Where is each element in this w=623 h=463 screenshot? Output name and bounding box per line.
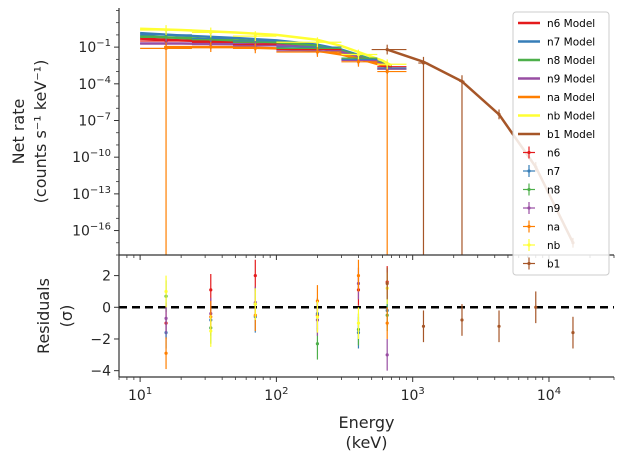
data-point-b1 — [385, 47, 389, 52]
data-point-b1 — [497, 112, 501, 116]
legend-label: nb — [547, 240, 561, 252]
legend-label: na Model — [547, 92, 595, 104]
residual-point-n9 — [164, 316, 168, 320]
x-tick-label: 101 — [128, 386, 152, 404]
legend-label: nb Model — [547, 111, 595, 123]
residual-point-n6 — [209, 288, 213, 292]
legend-label: n7 Model — [547, 37, 595, 49]
legend-box — [512, 11, 610, 276]
data-point-nb — [209, 30, 213, 35]
top-y-axis-label: Net rate — [9, 99, 28, 165]
residual-point-nb — [209, 329, 213, 333]
data-point-nb — [356, 52, 361, 57]
data-point-nb — [385, 62, 389, 66]
residual-point-nb — [164, 289, 168, 294]
legend: n6 Model n7 Model n8 Model n9 Model na Model… — [512, 11, 610, 276]
bottom-y-tick-label: −2 — [90, 332, 111, 348]
top-y-tick-label: 10−16 — [72, 222, 111, 240]
data-point-na — [356, 60, 361, 64]
legend-label: n8 — [547, 185, 560, 197]
bottom-y-tick-label: 0 — [102, 300, 111, 316]
top-y-tick-label: 10−1 — [78, 38, 111, 56]
legend-label: n6 Model — [547, 18, 595, 30]
residual-point-nb — [253, 302, 257, 306]
top-y-tick-label: 10−4 — [78, 75, 111, 93]
legend-swatch-dot — [527, 224, 531, 229]
residual-point-b1 — [460, 318, 464, 322]
bottom-y-tick-label: −4 — [90, 364, 111, 380]
legend-swatch-dot — [527, 261, 531, 266]
legend-label: n7 — [547, 166, 560, 178]
residual-point-na — [356, 273, 361, 278]
top-y-axis-unit: (counts s⁻¹ keV⁻¹) — [31, 60, 50, 204]
legend-swatch-dot — [527, 206, 531, 210]
data-point-na — [315, 50, 320, 54]
residual-point-nb — [356, 321, 361, 325]
legend-swatch-dot — [527, 243, 531, 247]
top-y-tick-label: 10−7 — [78, 111, 111, 129]
legend-swatch-dot — [527, 169, 531, 173]
legend-swatch-dot — [527, 187, 531, 192]
legend-label: n6 — [547, 148, 561, 160]
data-point-nb — [253, 34, 257, 38]
residual-point-na — [164, 351, 168, 355]
legend-label: n9 Model — [547, 74, 595, 86]
residual-point-n6 — [253, 273, 257, 278]
data-point-na — [253, 46, 257, 50]
legend-label: n9 — [547, 203, 560, 215]
legend-label: b1 Model — [547, 129, 595, 141]
bottom-y-tick-label: 2 — [102, 269, 111, 285]
data-point-na — [164, 46, 168, 50]
top-y-tick-label: 10−10 — [72, 148, 111, 166]
residual-point-nb — [315, 315, 320, 319]
residual-point-b1 — [385, 281, 389, 286]
residual-point-b1 — [534, 305, 538, 309]
residual-point-n9 — [385, 353, 389, 357]
residual-point-b1 — [571, 331, 575, 335]
x-tick-label: 104 — [537, 386, 561, 404]
data-point-na — [209, 45, 213, 49]
residual-point-n8 — [315, 342, 320, 346]
residual-point-na — [385, 321, 389, 325]
residual-point-b1 — [421, 324, 426, 328]
top-y-tick-label: 10−13 — [72, 185, 111, 203]
data-point-na — [385, 69, 389, 74]
axes: 10−1 10−4 10−7 10−10 10−13 10−16 2 0 −2 −4 101 102 1… — [9, 8, 615, 452]
bottom-y-axis-unit: (σ) — [57, 305, 76, 328]
bottom-y-axis-label: Residuals — [34, 278, 53, 354]
legend-swatch-dot — [527, 150, 531, 155]
residual-point-b1 — [497, 324, 501, 328]
data-point-nb — [315, 40, 320, 44]
residual-points — [164, 259, 575, 371]
x-axis-unit: (keV) — [346, 433, 388, 452]
legend-label: na — [547, 222, 560, 234]
data-point-nb — [164, 28, 168, 32]
data-point-b1 — [460, 79, 464, 83]
data-point-b1 — [421, 61, 426, 65]
x-axis-label: Energy — [338, 413, 394, 432]
data-point-n8 — [164, 35, 168, 39]
legend-label: b1 — [547, 259, 560, 271]
legend-label: n8 Model — [547, 55, 595, 67]
x-tick-label: 103 — [401, 386, 425, 404]
top-data-points — [140, 25, 575, 255]
x-tick-label: 102 — [264, 386, 288, 404]
